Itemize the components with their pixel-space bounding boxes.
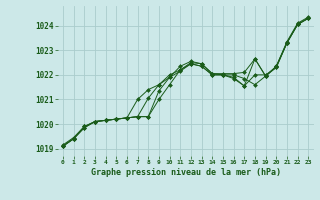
X-axis label: Graphe pression niveau de la mer (hPa): Graphe pression niveau de la mer (hPa) <box>91 168 281 177</box>
